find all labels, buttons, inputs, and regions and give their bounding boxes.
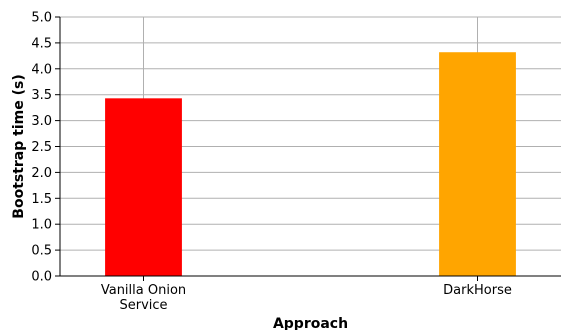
y-tick-label: 3.5 [31,88,52,103]
y-tick-label: 5.0 [31,11,52,26]
x-tick-label: DarkHorse [443,283,512,298]
y-tick-label: 2.5 [31,140,52,155]
bars [105,52,516,277]
y-axis-label: Bootstrap time (s) [11,74,27,218]
y-tick-label: 4.5 [31,36,52,51]
x-tick-label: Service [119,298,167,313]
ticks: 0.0 0.5 1.0 1.5 2.0 2.5 3.0 3.5 4.0 4.5 5.0 Vanilla… [31,11,512,314]
x-tick-label: Vanilla Onion [101,283,186,298]
y-tick-label: 3.0 [31,114,52,129]
y-tick-label: 4.0 [31,62,52,77]
y-tick-label: 1.5 [31,192,52,207]
y-tick-label: 2.0 [31,166,52,181]
y-tick-label: 0.5 [31,244,52,259]
bar [105,98,182,277]
y-tick-label: 1.0 [31,218,52,233]
bar [439,52,516,276]
y-tick-label: 0.0 [31,270,52,285]
x-axis-label: Approach [273,316,348,330]
